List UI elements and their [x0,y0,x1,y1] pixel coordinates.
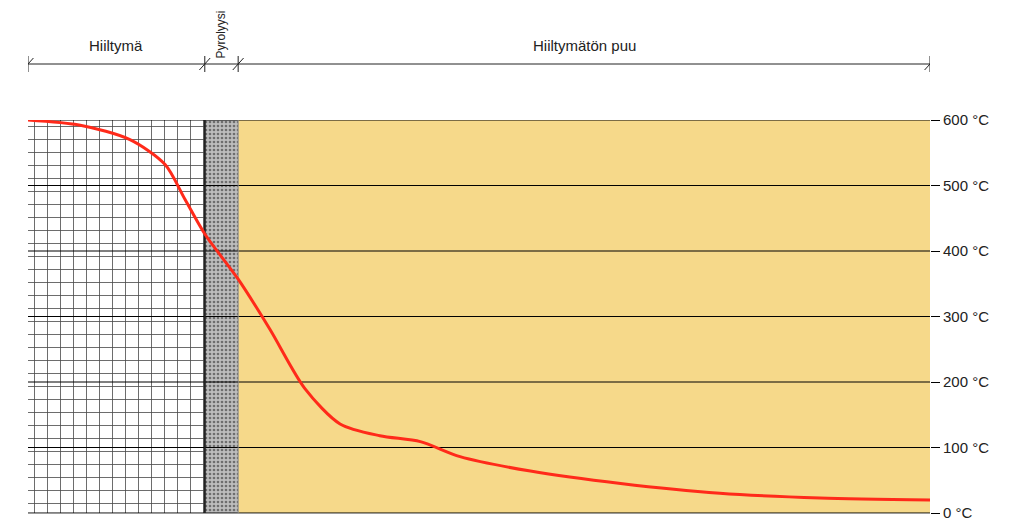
svg-text:600 °C: 600 °C [943,111,989,128]
svg-text:500 °C: 500 °C [943,177,989,194]
svg-text:Hiiltymä: Hiiltymä [89,37,143,54]
svg-text:300 °C: 300 °C [943,308,989,325]
svg-text:400 °C: 400 °C [943,242,989,259]
svg-text:200 °C: 200 °C [943,373,989,390]
svg-text:0 °C: 0 °C [943,504,973,521]
svg-text:Pyrolyysi: Pyrolyysi [214,10,228,58]
svg-text:Hiiltymätön puu: Hiiltymätön puu [533,37,636,54]
svg-text:100 °C: 100 °C [943,439,989,456]
